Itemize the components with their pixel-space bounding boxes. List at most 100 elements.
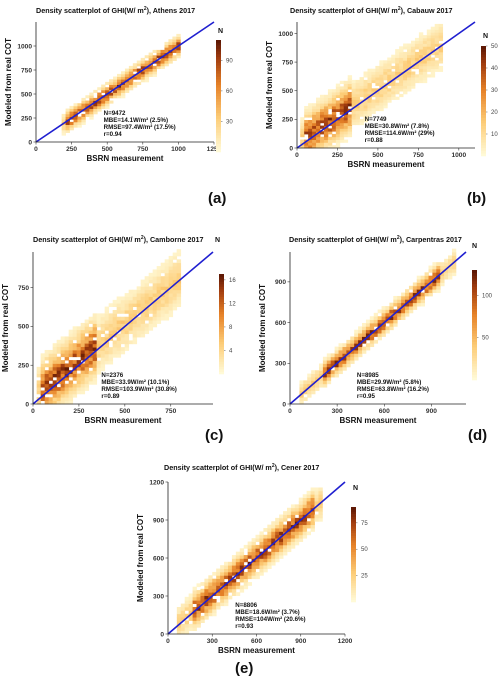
density-cell: [393, 322, 398, 327]
density-cell: [327, 97, 333, 101]
density-cell: [351, 110, 357, 114]
density-cell: [132, 293, 138, 297]
density-cell: [271, 558, 276, 563]
density-cell: [399, 74, 404, 78]
legend-swatch: [472, 374, 477, 378]
density-cell: [255, 561, 260, 566]
density-cell: [308, 122, 313, 126]
density-cell: [430, 63, 436, 67]
density-cell: [72, 360, 78, 364]
density-cell: [72, 387, 78, 391]
density-cell: [391, 79, 396, 84]
density-cell: [414, 63, 420, 67]
density-cell: [60, 393, 66, 398]
density-cell: [112, 330, 118, 335]
density-cell: [220, 595, 225, 600]
density-cell: [323, 106, 329, 110]
density-cell: [156, 63, 161, 67]
density-cell: [188, 627, 193, 632]
density-cell: [434, 35, 440, 39]
density-cell: [84, 380, 90, 385]
density-cell: [128, 299, 134, 304]
density-cell: [347, 128, 353, 132]
density-cell: [208, 585, 213, 590]
x-tick-label: 600: [251, 638, 262, 645]
density-cell: [136, 333, 142, 338]
density-cell: [101, 87, 106, 91]
density-cell: [164, 262, 170, 267]
density-cell: [89, 105, 94, 109]
density-cells: [36, 249, 182, 405]
density-cell: [399, 93, 404, 98]
density-cell: [88, 343, 94, 348]
chart-panel: Density scatterplot of GHI(W/ m2), Carpe…: [258, 235, 493, 444]
density-cell: [359, 102, 364, 106]
density-cell: [112, 299, 118, 304]
density-cell: [387, 77, 392, 81]
density-cell: [275, 555, 280, 559]
density-cell: [401, 312, 406, 317]
density-cell: [97, 105, 102, 109]
density-cell: [176, 259, 182, 264]
density-cell: [405, 309, 410, 314]
legend-swatch: [351, 573, 356, 577]
y-tick-label: 750: [282, 59, 293, 66]
legend-swatch: [472, 363, 477, 367]
density-cell: [440, 282, 445, 287]
density-cell: [355, 116, 360, 120]
density-cell: [184, 603, 190, 608]
density-cell: [323, 128, 329, 132]
legend-tick-label: 50: [482, 336, 489, 342]
density-cell: [279, 544, 284, 549]
density-cell: [104, 343, 110, 348]
density-cell: [377, 329, 382, 334]
density-cell: [68, 346, 74, 351]
density-cell: [399, 54, 404, 58]
density-cell: [96, 333, 102, 338]
density-cell: [346, 339, 351, 344]
density-cell: [140, 323, 146, 328]
density-cell: [124, 87, 130, 91]
stat-label: RMSE=103.9W/m² (30.8%): [101, 386, 176, 393]
density-cell: [80, 339, 86, 344]
density-cell: [48, 397, 54, 402]
density-cell: [89, 97, 94, 101]
legend-swatch: [219, 369, 224, 372]
density-cell: [387, 71, 392, 75]
density-cell: [64, 390, 70, 395]
y-tick-label: 1000: [17, 43, 32, 50]
density-cell: [420, 285, 425, 290]
density-cell: [101, 103, 106, 107]
legend-swatch: [351, 549, 356, 553]
density-cell: [128, 306, 134, 311]
density-cell: [92, 326, 98, 331]
density-cell: [188, 617, 193, 621]
density-cell: [72, 393, 78, 398]
density-cell: [148, 57, 154, 61]
density-cell: [92, 367, 98, 372]
density-cell: [311, 383, 316, 388]
density-cell: [152, 289, 158, 294]
density-cell: [120, 350, 126, 355]
density-cell: [373, 339, 379, 344]
density-cell: [335, 134, 341, 138]
density-cell: [387, 99, 392, 103]
density-cell: [100, 353, 106, 358]
density-cell: [156, 55, 161, 59]
density-cell: [407, 49, 412, 53]
density-cell: [330, 370, 336, 375]
density-cell: [65, 113, 70, 117]
legend-swatch: [216, 62, 221, 66]
density-cell: [88, 340, 94, 345]
density-cell: [451, 268, 457, 273]
density-cell: [365, 346, 371, 351]
legend-swatch: [472, 283, 477, 287]
density-cell: [156, 60, 161, 64]
density-cell: [44, 400, 50, 405]
density-cell: [220, 602, 225, 607]
density-cell: [144, 73, 150, 77]
density-cell: [385, 316, 390, 320]
legend-swatch: [481, 101, 486, 105]
density-cell: [60, 339, 66, 344]
density-cell: [298, 501, 304, 505]
